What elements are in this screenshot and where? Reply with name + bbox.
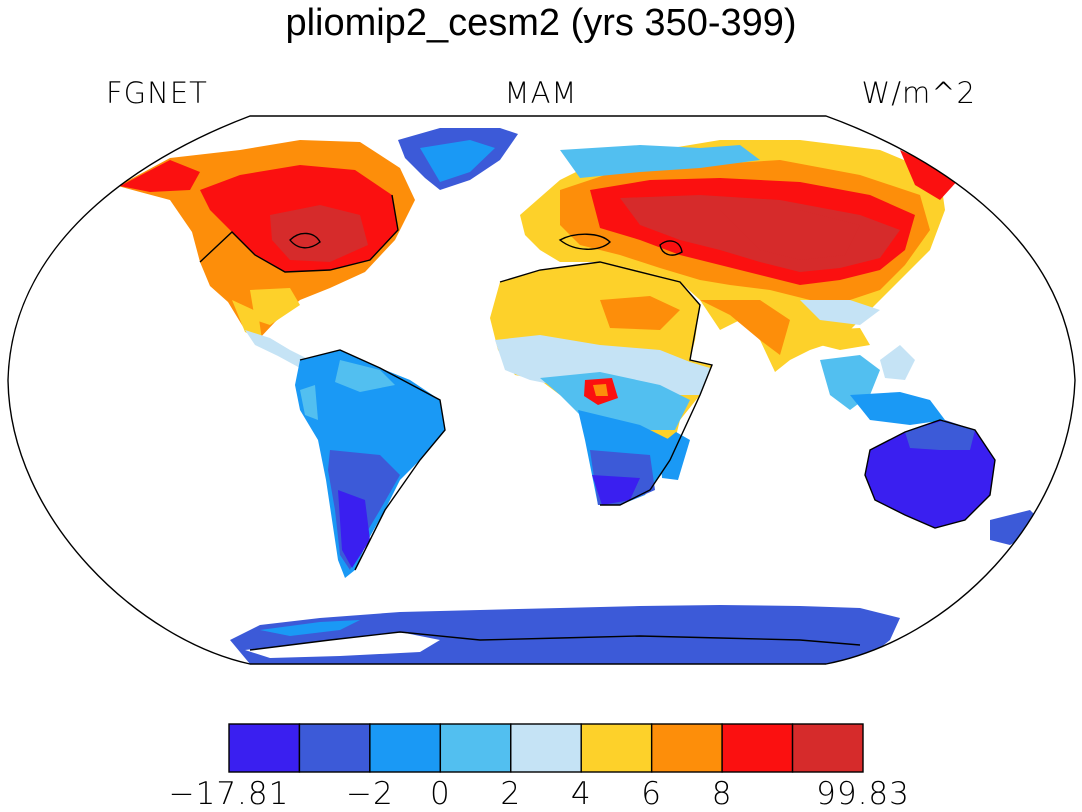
coastlines — [199, 194, 996, 651]
colorbar-swatch — [228, 723, 301, 773]
colorbar-tick-label: −2 — [346, 776, 394, 812]
units-label: W/m^2 — [861, 76, 976, 110]
colorbar-swatch — [510, 723, 582, 773]
colorbar-tick-label: 6 — [641, 776, 663, 812]
variable-label: FGNET — [106, 76, 208, 110]
colorbar-tick-label: 99.83 — [816, 776, 910, 812]
colorbar — [228, 723, 864, 773]
land-layer — [118, 128, 1045, 664]
colorbar-tick-label: 0 — [429, 776, 451, 812]
colorbar-swatch — [580, 723, 653, 773]
colorbar-tick-label: 4 — [570, 776, 592, 812]
colorbar-swatch — [721, 723, 794, 773]
colorbar-swatch — [439, 723, 512, 773]
colorbar-swatch — [298, 723, 371, 773]
colorbar-swatch — [791, 723, 864, 773]
colorbar-tick-label: −17.81 — [168, 776, 290, 812]
season-label: MAM — [504, 76, 578, 110]
colorbar-tick-label: 2 — [500, 776, 522, 812]
colorbar-tick-label: 8 — [711, 776, 733, 812]
map-title: pliomip2_cesm2 (yrs 350-399) — [285, 2, 797, 44]
map-boundary — [7, 115, 1076, 665]
colorbar-swatch — [369, 723, 442, 773]
colorbar-swatch — [650, 723, 723, 773]
